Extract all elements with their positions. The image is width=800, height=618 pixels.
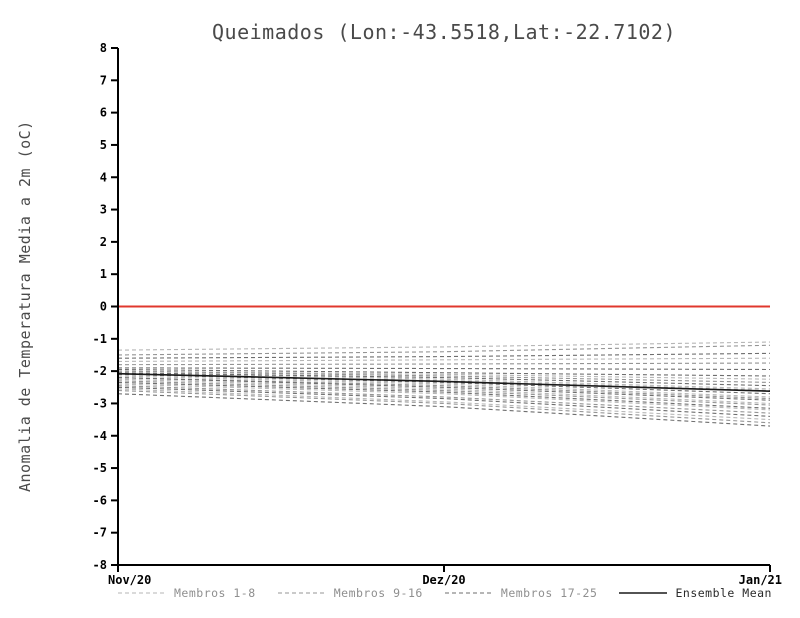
y-tick-label: -3	[93, 396, 107, 410]
legend-line-sample	[619, 592, 668, 594]
ensemble-member-line	[117, 388, 771, 421]
ensemble-member-line	[117, 344, 771, 356]
x-tick-label: Dez/20	[422, 573, 465, 587]
y-tick-label: 5	[100, 138, 107, 152]
ensemble-member-line	[117, 378, 771, 404]
y-tick-label: 2	[100, 235, 107, 249]
legend-label: Membros 17-25	[500, 586, 598, 600]
y-tick-label: 8	[100, 41, 107, 55]
legend: Membros 1-8 Membros 9-16 Membros 17-25 Ense…	[118, 586, 772, 600]
x-tick-label: Jan/21	[739, 573, 782, 587]
legend-item: Ensemble Mean	[619, 586, 772, 600]
ensemble-member-line	[117, 375, 771, 398]
y-tick-label: 1	[100, 267, 107, 281]
ensemble-member-line	[117, 352, 771, 359]
ensemble-member-line	[117, 370, 771, 383]
y-tick-label: 7	[100, 73, 107, 87]
ensemble-member-line	[117, 357, 771, 362]
legend-item: Membros 17-25	[444, 586, 598, 600]
y-tick-label: 3	[100, 203, 107, 217]
legend-item: Membros 1-8	[118, 586, 256, 600]
ensemble-member-line	[117, 377, 771, 401]
ensemble-mean-line	[117, 372, 771, 392]
chart-title: Queimados (Lon:-43.5518,Lat:-22.7102)	[211, 20, 677, 44]
ensemble-member-line	[117, 393, 771, 427]
y-tick-label: 0	[100, 300, 107, 314]
y-tick-label: -5	[93, 461, 107, 475]
legend-line-sample	[277, 592, 326, 594]
ensemble-member-line	[117, 367, 771, 371]
y-tick-label: 4	[100, 170, 107, 184]
ensemble-member-line	[117, 362, 771, 366]
legend-label: Membros 1-8	[174, 586, 256, 600]
y-tick-label: -4	[93, 429, 107, 443]
y-tick-label: -7	[93, 526, 107, 540]
ensemble-member-line	[117, 380, 771, 406]
ensemble-member-line	[117, 383, 771, 411]
y-tick-label: -8	[93, 558, 107, 572]
legend-line-sample	[118, 592, 166, 594]
legend-item: Membros 9-16	[277, 586, 423, 600]
ensemble-member-line	[117, 386, 771, 417]
legend-label: Ensemble Mean	[675, 586, 772, 600]
y-tick-label: 6	[100, 106, 107, 120]
legend-line-sample	[444, 592, 493, 594]
legend-label: Membros 9-16	[333, 586, 423, 600]
ensemble-member-line	[117, 372, 771, 387]
ensemble-member-line	[117, 385, 771, 414]
ensemble-member-line	[117, 381, 771, 409]
ensemble-member-line	[117, 389, 771, 424]
y-tick-label: -2	[93, 364, 107, 378]
y-tick-label: -6	[93, 493, 107, 507]
ensemble-member-line	[117, 368, 771, 377]
y-tick-label: -1	[93, 332, 107, 346]
x-tick-label: Nov/20	[108, 573, 151, 587]
ensemble-member-line	[117, 341, 771, 351]
